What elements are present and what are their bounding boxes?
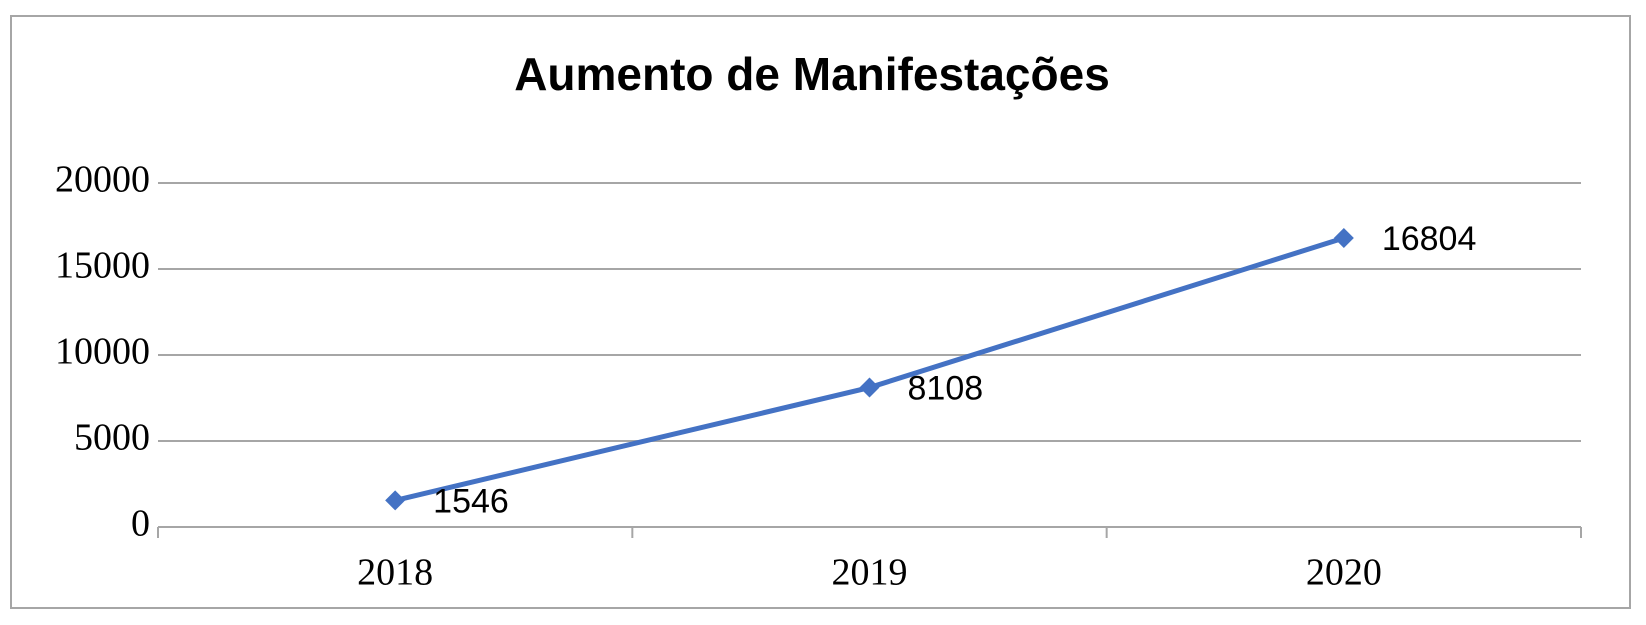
data-label: 8108 — [908, 370, 984, 408]
data-label: 16804 — [1382, 220, 1477, 258]
y-tick-label: 0 — [131, 503, 150, 545]
y-tick-label: 20000 — [55, 159, 150, 201]
y-tick-label: 15000 — [55, 245, 150, 287]
y-tick-label: 10000 — [55, 331, 150, 373]
chart-title: Aumento de Manifestações — [514, 48, 1110, 100]
x-tick-label: 2020 — [1306, 552, 1382, 594]
chart-border — [10, 15, 1631, 609]
marker — [859, 377, 880, 398]
x-tick-label: 2019 — [832, 552, 908, 594]
marker — [1333, 227, 1354, 248]
marker — [385, 490, 406, 511]
y-tick-label: 5000 — [74, 417, 150, 459]
data-label: 1546 — [433, 482, 509, 520]
x-tick-label: 2018 — [357, 552, 433, 594]
